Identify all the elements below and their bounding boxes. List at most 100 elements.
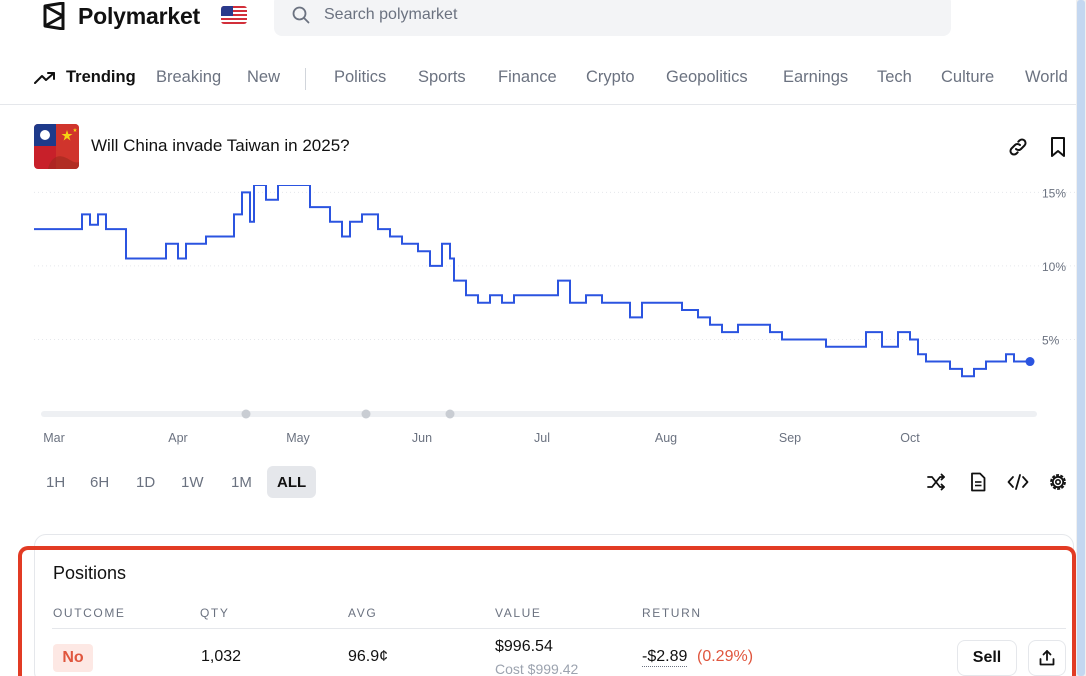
chart-data-point — [248, 220, 252, 224]
gear-icon[interactable] — [1046, 470, 1070, 494]
chart-data-point — [568, 301, 572, 305]
chart-event-marker[interactable] — [241, 409, 251, 419]
chart-data-point — [880, 345, 884, 349]
range-1w-button[interactable]: 1W — [181, 473, 204, 491]
nav-item-new[interactable]: New — [247, 68, 281, 86]
range-1h-button[interactable]: 1H — [46, 473, 66, 491]
range-1m-button[interactable]: 1M — [231, 473, 252, 491]
price-chart[interactable]: 15% 10% 5% Mar Apr May Jun Jul Aug Sep Oct — [0, 185, 1076, 447]
document-icon[interactable] — [966, 470, 990, 494]
nav-item-politics[interactable]: Politics — [334, 68, 387, 86]
chart-data-point — [616, 301, 620, 305]
chart-data-point — [464, 293, 468, 297]
trending-up-icon — [34, 71, 55, 84]
chart-data-point — [512, 293, 516, 297]
chart-data-point — [584, 293, 588, 297]
nav-item-finance[interactable]: Finance — [498, 68, 557, 86]
position-return[interactable]: -$2.89 — [642, 648, 688, 667]
chart-data-point — [600, 301, 604, 305]
scrollbar-thumb[interactable] — [1077, 0, 1085, 676]
nav-item-culture[interactable]: Culture — [941, 68, 995, 86]
chart-data-point — [104, 227, 108, 231]
chart-data-point — [1004, 352, 1008, 356]
nav-item-geopolitics[interactable]: Geopolitics — [666, 68, 748, 86]
chart-data-point — [556, 279, 560, 283]
chart-data-point — [756, 323, 760, 327]
position-avg: 96.9¢ — [348, 648, 389, 665]
nav-divider — [0, 104, 1076, 105]
column-header-qty: QTY — [200, 606, 230, 620]
column-header-value: VALUE — [495, 606, 542, 620]
chart-data-point — [308, 205, 312, 209]
polymarket-logo[interactable]: Polymarket — [40, 0, 200, 32]
column-header-outcome: OUTCOME — [53, 606, 126, 620]
chart-data-point — [664, 301, 668, 305]
x-tick-label: Oct — [900, 431, 920, 445]
sell-button[interactable]: Sell — [957, 640, 1017, 676]
chart-data-point — [540, 293, 544, 297]
chart-data-point — [68, 227, 72, 231]
search-bar[interactable] — [274, 0, 951, 36]
bookmark-icon[interactable] — [1046, 135, 1070, 159]
share-button[interactable] — [1028, 640, 1066, 676]
x-tick-label: Jun — [412, 431, 432, 445]
column-header-return: RETURN — [642, 606, 702, 620]
chart-data-point — [88, 223, 92, 227]
nav-item-tech[interactable]: Tech — [877, 68, 912, 86]
chart-data-point — [184, 242, 188, 246]
range-all-button[interactable]: ALL — [267, 466, 317, 498]
chart-data-point — [628, 315, 632, 319]
chart-data-point — [324, 205, 328, 209]
nav-item-world[interactable]: World — [1025, 68, 1068, 86]
nav-item-trending[interactable]: Trending — [34, 68, 136, 87]
chart-data-point — [844, 345, 848, 349]
chart-event-marker[interactable] — [445, 409, 455, 419]
chart-data-point — [640, 301, 644, 305]
chart-data-point — [96, 212, 100, 216]
code-icon[interactable] — [1006, 470, 1030, 494]
chart-event-marker[interactable] — [361, 409, 371, 419]
chart-data-point — [276, 185, 280, 187]
chart-data-point — [416, 249, 420, 253]
category-nav: Trending Breaking New Politics Sports Fi… — [0, 58, 1086, 98]
chart-data-point — [708, 323, 712, 327]
table-divider — [52, 628, 1066, 629]
nav-item-label: Trending — [66, 68, 136, 86]
range-1d-button[interactable]: 1D — [136, 473, 156, 491]
position-return-percent: (0.29%) — [697, 648, 754, 665]
link-icon[interactable] — [1006, 135, 1030, 159]
chart-data-point — [232, 212, 236, 216]
chart-current-value-dot — [1025, 357, 1035, 367]
chart-data-point — [340, 234, 344, 238]
chart-data-point — [376, 227, 380, 231]
nav-separator — [305, 68, 306, 90]
y-tick-label: 15% — [1042, 186, 1066, 200]
column-header-avg: AVG — [348, 606, 378, 620]
brand-name: Polymarket — [78, 2, 201, 29]
chart-data-point — [488, 293, 492, 297]
chart-data-point — [32, 227, 36, 231]
chart-data-point — [400, 242, 404, 246]
shuffle-icon[interactable] — [924, 470, 948, 494]
chart-data-point — [296, 185, 300, 187]
chart-data-point — [996, 360, 1000, 364]
chart-data-point — [328, 220, 332, 224]
nav-item-crypto[interactable]: Crypto — [586, 68, 635, 86]
chart-data-point — [124, 257, 128, 261]
x-tick-label: Sep — [779, 431, 801, 445]
chart-data-point — [972, 367, 976, 371]
chart-data-point — [736, 323, 740, 327]
nav-item-breaking[interactable]: Breaking — [156, 68, 222, 86]
us-flag-icon[interactable] — [221, 6, 247, 24]
search-input[interactable] — [324, 6, 884, 24]
nav-item-earnings[interactable]: Earnings — [783, 68, 849, 86]
chart-data-point — [948, 367, 952, 371]
polymarket-logo-icon — [43, 2, 65, 30]
chart-data-point — [448, 257, 452, 261]
range-6h-button[interactable]: 6H — [90, 473, 110, 491]
nav-item-sports[interactable]: Sports — [418, 68, 466, 86]
chart-data-point — [252, 185, 256, 187]
search-icon — [292, 6, 310, 24]
y-tick-label: 5% — [1042, 333, 1060, 347]
market-title: Will China invade Taiwan in 2025? — [91, 136, 350, 155]
